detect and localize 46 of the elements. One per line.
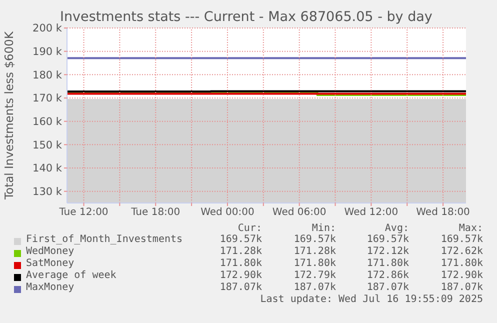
y-tick-label: 140 k: [32, 162, 63, 175]
text: 169.57k: [218, 234, 262, 245]
y-tick-label: 150 k: [32, 139, 63, 152]
text: 171.80k: [218, 258, 262, 269]
text: 187.07k: [366, 282, 409, 293]
text: Cur:: [236, 223, 262, 234]
text: 171.80k: [366, 258, 409, 269]
text: 172.12k: [366, 246, 409, 257]
text: 187.07k: [440, 282, 483, 293]
text: 172.86k: [366, 270, 409, 281]
y-axis-title: Total Investments less $600K: [2, 31, 16, 201]
text: Max:: [458, 223, 483, 234]
x-tick-label: Wed 06:00: [272, 207, 326, 218]
x-tick-label: Tue 12:00: [58, 207, 108, 218]
x-tick-label: Wed 00:00: [200, 207, 254, 218]
y-tick-label: 160 k: [32, 116, 63, 128]
legend-label: MaxMoney: [26, 282, 74, 293]
text: 171.28k: [218, 246, 262, 257]
text: 171.28k: [292, 246, 336, 257]
chart-title: Investments stats --- Current - Max 687065.05 - by day: [60, 9, 434, 25]
y-tick-label: 190 k: [32, 46, 63, 58]
text: 169.57k: [292, 234, 336, 245]
x-tick-label: Wed 18:00: [416, 207, 470, 218]
legend-label: WedMoney: [26, 246, 74, 257]
text: 172.90k: [440, 270, 483, 281]
text: 171.80k: [440, 258, 483, 269]
x-tick-label: Wed 12:00: [344, 207, 398, 218]
legend-label: First_of_Month_Investments: [26, 234, 183, 245]
y-tick-label: 130 k: [32, 186, 63, 198]
y-tick-label: 200 k: [32, 22, 63, 35]
y-tick-label: 180 k: [32, 69, 63, 82]
text: 172.62k: [440, 246, 483, 257]
text: 169.57k: [366, 234, 409, 245]
legend-label: Average of week: [26, 270, 116, 281]
text: 169.57k: [440, 234, 483, 245]
text: 187.07k: [292, 282, 336, 293]
text: 187.07k: [218, 282, 262, 293]
text: Min:: [310, 223, 336, 234]
text: 172.79k: [292, 270, 336, 281]
text: 171.80k: [292, 258, 336, 269]
x-tick-label: Tue 18:00: [130, 207, 180, 218]
legend-label: SatMoney: [26, 258, 74, 269]
text: 172.90k: [218, 270, 262, 281]
text: Avg:: [384, 223, 409, 234]
y-tick-label: 170 k: [32, 92, 63, 105]
text: Last update: Wed Jul 16 19:55:09 2025: [259, 294, 483, 305]
